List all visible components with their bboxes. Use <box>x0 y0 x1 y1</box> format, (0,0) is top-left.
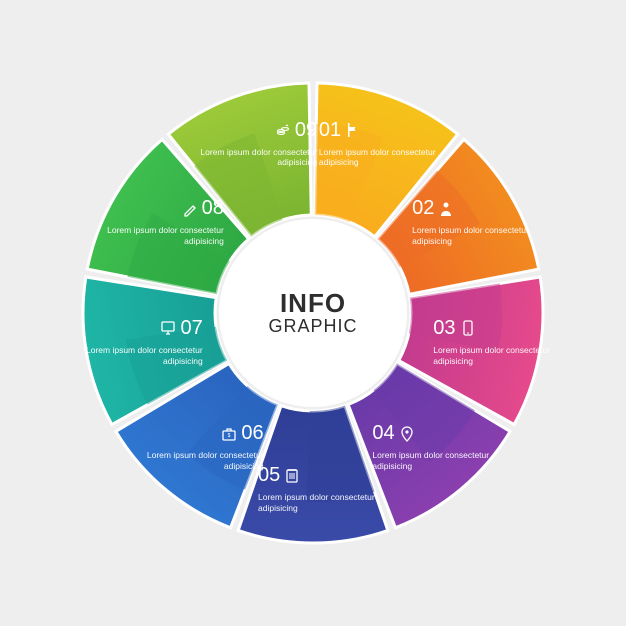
phone-icon <box>460 320 476 336</box>
segment-text-09: 09 Lorem ipsum dolor consectetur adipisic… <box>197 118 317 168</box>
infographic-stage: INFO GRAPHIC 01Lorem ipsum dolor consect… <box>0 0 626 626</box>
segment-number: 01 <box>319 118 341 143</box>
segment-head: 01 <box>319 118 439 143</box>
segment-text-07: 07 Lorem ipsum dolor consectetur adipisic… <box>83 316 203 366</box>
segment-number: 02 <box>412 196 434 221</box>
notepad-icon <box>284 468 300 484</box>
segment-body: Lorem ipsum dolor consectetur adipisicin… <box>412 225 532 246</box>
pin-icon <box>399 426 415 442</box>
segment-head: 05 <box>258 463 378 488</box>
segment-number: 08 <box>202 196 224 221</box>
segment-body: Lorem ipsum dolor consectetur adipisicin… <box>372 450 492 471</box>
segment-head: 07 <box>83 316 203 341</box>
segment-number: 04 <box>372 421 394 446</box>
segment-head: 08 <box>104 196 224 221</box>
center-label: INFO GRAPHIC <box>268 290 357 336</box>
segment-body: Lorem ipsum dolor consectetur adipisicin… <box>197 147 317 168</box>
segment-text-03: 03 Lorem ipsum dolor consectetur adipisic… <box>433 316 553 366</box>
monitor-icon <box>160 320 176 336</box>
center-line2: GRAPHIC <box>268 317 357 336</box>
segment-head: $06 <box>144 421 264 446</box>
segment-text-01: 01 Lorem ipsum dolor consectetur adipisic… <box>319 118 439 168</box>
segment-text-04: 04 Lorem ipsum dolor consectetur adipisic… <box>372 421 492 471</box>
segment-number: 07 <box>180 316 202 341</box>
segment-head: 02 <box>412 196 532 221</box>
coins-icon <box>275 122 291 138</box>
flag-icon <box>345 122 361 138</box>
segment-body: Lorem ipsum dolor consectetur adipisicin… <box>433 345 553 366</box>
segment-head: 09 <box>197 118 317 143</box>
person-icon <box>438 201 454 217</box>
segment-text-08: 08 Lorem ipsum dolor consectetur adipisic… <box>104 196 224 246</box>
segment-body: Lorem ipsum dolor consectetur adipisicin… <box>144 450 264 471</box>
segment-head: 04 <box>372 421 492 446</box>
center-line1: INFO <box>268 290 357 317</box>
segment-text-06: $06 Lorem ipsum dolor consectetur adipisi… <box>144 421 264 471</box>
segment-body: Lorem ipsum dolor consectetur adipisicin… <box>319 147 439 168</box>
briefcase-icon: $ <box>221 426 237 442</box>
segment-head: 03 <box>433 316 553 341</box>
segment-text-02: 02 Lorem ipsum dolor consectetur adipisic… <box>412 196 532 246</box>
segment-body: Lorem ipsum dolor consectetur adipisicin… <box>258 492 378 513</box>
segment-number: 09 <box>295 118 317 143</box>
segment-body: Lorem ipsum dolor consectetur adipisicin… <box>83 345 203 366</box>
segment-number: 06 <box>241 421 263 446</box>
svg-text:$: $ <box>228 433 231 439</box>
segment-text-05: 05 Lorem ipsum dolor consectetur adipisic… <box>258 463 378 513</box>
pencil-icon <box>182 201 198 217</box>
segment-body: Lorem ipsum dolor consectetur adipisicin… <box>104 225 224 246</box>
segment-number: 03 <box>433 316 455 341</box>
